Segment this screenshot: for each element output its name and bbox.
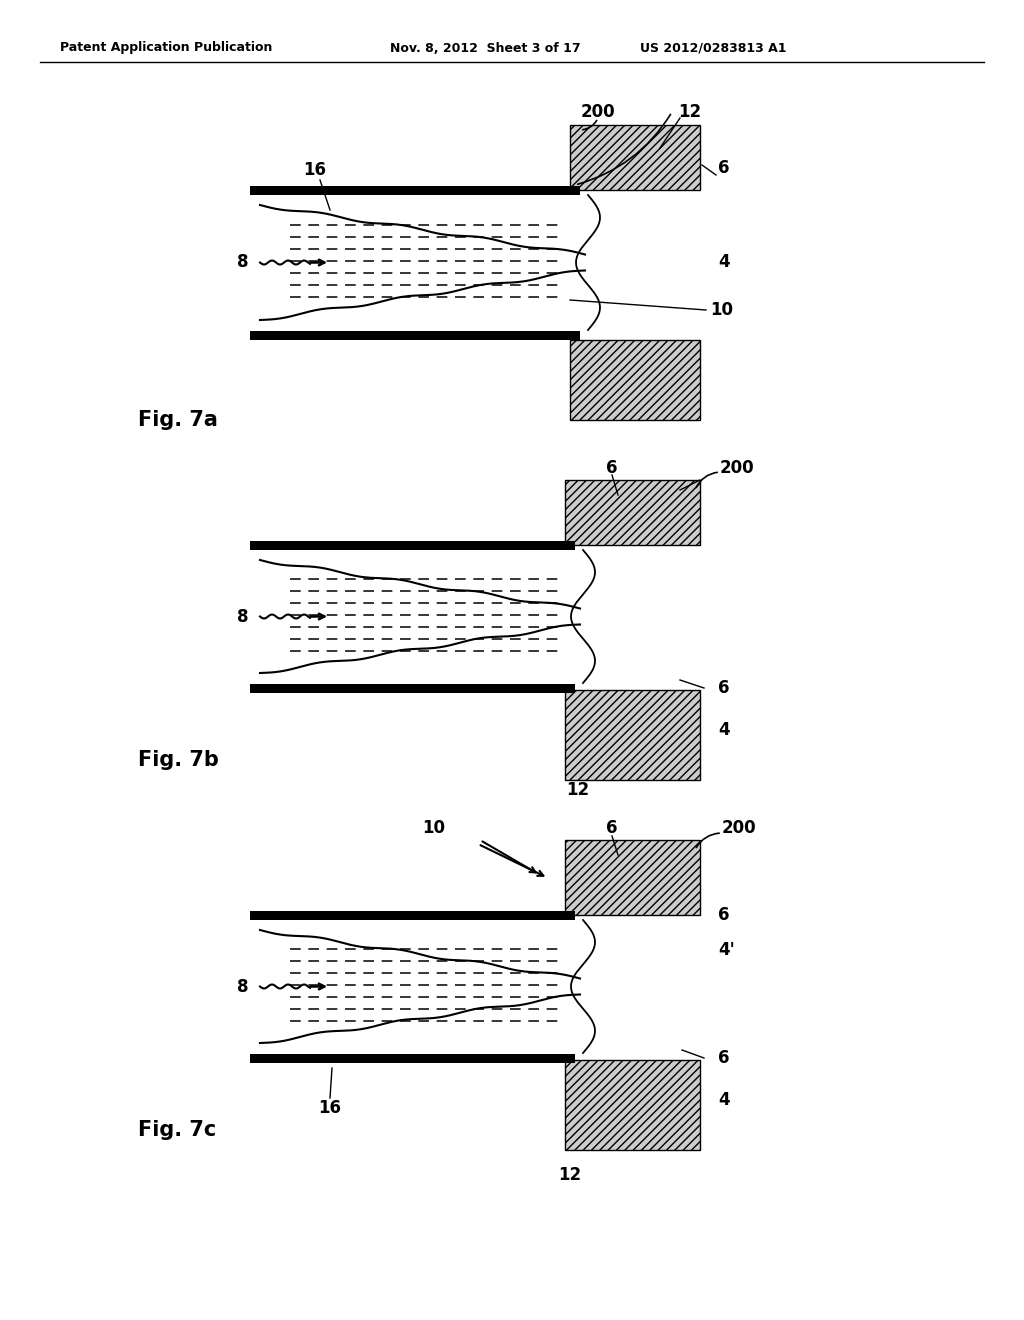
Text: 6: 6 [606,459,617,477]
Bar [570,125,700,190]
Text: 10: 10 [422,818,445,837]
Text: 6: 6 [718,678,729,697]
Bar [250,684,575,693]
Text: 6: 6 [718,158,729,177]
Bar [565,1060,700,1150]
Text: Fig. 7a: Fig. 7a [138,411,218,430]
Text: 16: 16 [318,1100,341,1117]
Text: 12: 12 [566,781,590,799]
Bar [565,690,700,780]
Text: 4: 4 [718,721,730,739]
Text: 8: 8 [237,253,248,271]
Text: Fig. 7b: Fig. 7b [138,750,219,770]
Text: Fig. 7c: Fig. 7c [138,1119,216,1140]
Bar [250,330,580,339]
Bar [565,1060,700,1150]
Bar [565,840,700,915]
Text: 6: 6 [606,818,617,837]
Bar [565,480,700,545]
Bar [570,341,700,420]
Bar [250,186,580,194]
Text: 200: 200 [722,818,757,837]
Bar [250,540,575,549]
Bar [250,911,575,920]
Text: 4': 4' [718,941,735,960]
Bar [570,341,700,420]
Text: 4: 4 [718,1092,730,1109]
Bar [565,480,700,545]
Bar [250,1053,575,1063]
Text: US 2012/0283813 A1: US 2012/0283813 A1 [640,41,786,54]
Text: 200: 200 [720,459,755,477]
Text: 12: 12 [558,1166,582,1184]
Text: Patent Application Publication: Patent Application Publication [60,41,272,54]
Text: 6: 6 [718,1049,729,1067]
Text: 4: 4 [718,253,730,271]
Text: 200: 200 [581,103,615,121]
Text: 8: 8 [237,607,248,626]
Text: 16: 16 [303,161,327,180]
Text: 10: 10 [710,301,733,319]
Text: Nov. 8, 2012  Sheet 3 of 17: Nov. 8, 2012 Sheet 3 of 17 [390,41,581,54]
Bar [565,840,700,915]
Text: 12: 12 [679,103,701,121]
Bar [565,690,700,780]
Text: 8: 8 [237,978,248,995]
Text: 6: 6 [718,906,729,924]
Bar [570,125,700,190]
